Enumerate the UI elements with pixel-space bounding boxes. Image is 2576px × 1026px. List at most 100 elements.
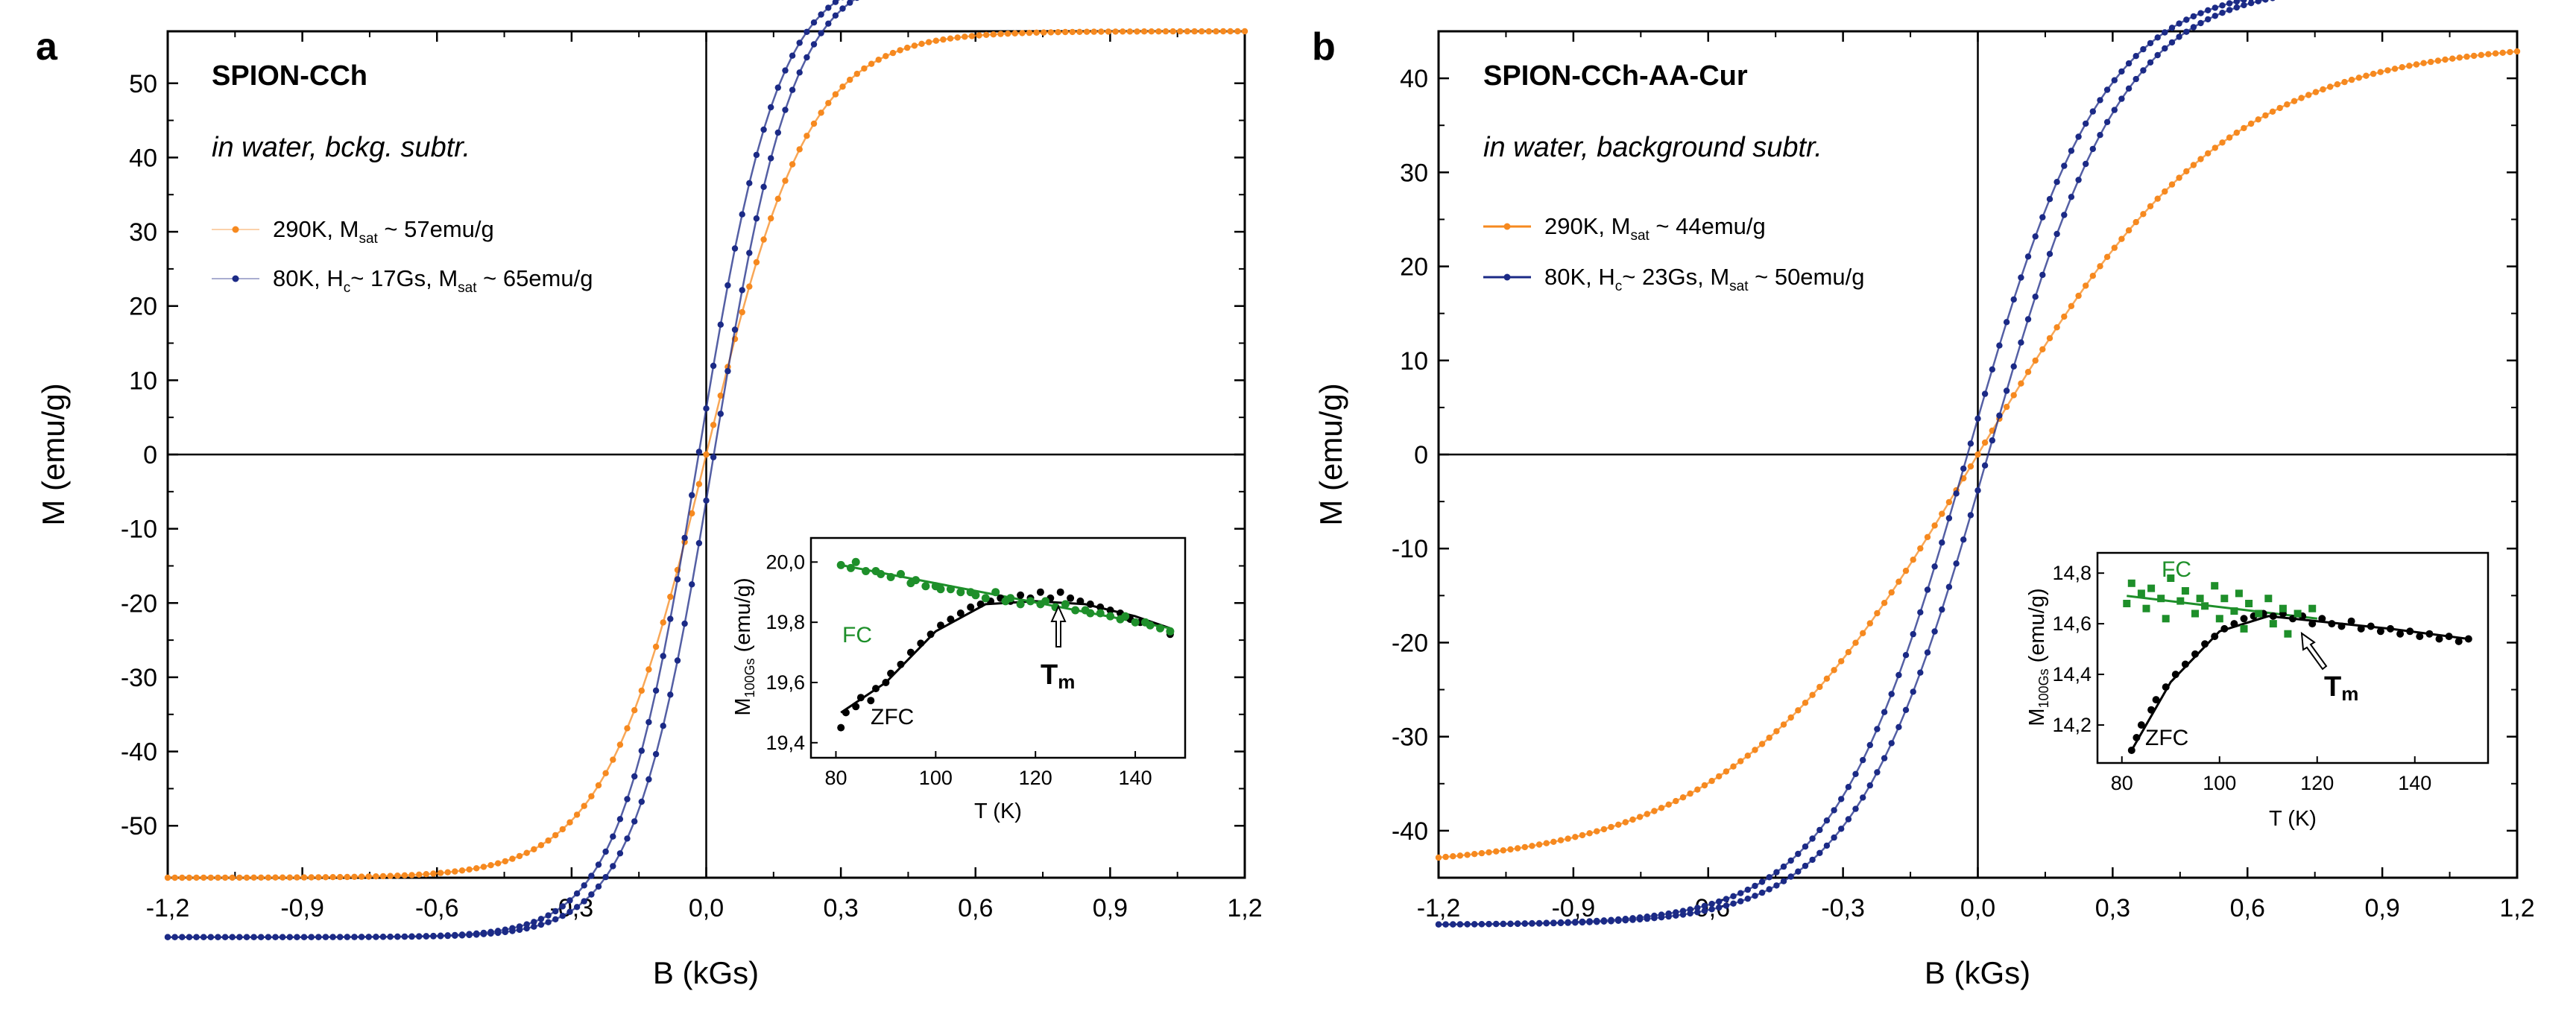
series-80K-point bbox=[645, 776, 652, 783]
series-80K-point bbox=[1435, 921, 1442, 928]
series-80K-point bbox=[2233, 4, 2240, 11]
series-80K-point bbox=[1838, 796, 1845, 802]
fc-point bbox=[897, 570, 905, 578]
zfc-point bbox=[947, 615, 955, 624]
series-80K-point bbox=[2255, 0, 2261, 4]
series-290K-point bbox=[2053, 324, 2060, 331]
series-80K-point bbox=[616, 850, 624, 857]
series-290K-point bbox=[1723, 768, 1730, 775]
series-290K-point bbox=[193, 874, 200, 881]
series-80K-point bbox=[1787, 873, 1794, 880]
inset-x-axis-title: T (K) bbox=[2269, 807, 2317, 831]
series-80K-point bbox=[674, 657, 681, 664]
series-80K-point bbox=[452, 931, 458, 939]
series-290K-point bbox=[883, 53, 889, 60]
fc-point bbox=[2201, 602, 2209, 610]
x-tick-label: 0,3 bbox=[823, 894, 858, 922]
fc-point bbox=[2127, 579, 2135, 587]
series-290K-point bbox=[2513, 48, 2521, 55]
series-290K-point bbox=[932, 37, 940, 44]
series-80K-point bbox=[2061, 212, 2068, 218]
inset-x-tick-label: 100 bbox=[919, 767, 953, 789]
fc-point bbox=[1166, 627, 1175, 636]
series-80K-point bbox=[753, 151, 760, 159]
series-290K-point bbox=[1816, 683, 1823, 691]
series-290K-point bbox=[1730, 763, 1737, 770]
series-290K-point bbox=[2449, 55, 2456, 62]
fc-label: FC bbox=[842, 623, 872, 647]
zfc-point bbox=[2425, 630, 2434, 638]
series-80K-point bbox=[760, 183, 767, 190]
series-80K-point bbox=[774, 129, 782, 136]
series-80K-point bbox=[516, 923, 523, 930]
series-80K-point bbox=[810, 19, 818, 26]
series-80K-point bbox=[1989, 366, 1995, 373]
series-290K-point bbox=[2434, 57, 2442, 64]
fc-point bbox=[946, 585, 955, 594]
series-80K-point bbox=[1974, 487, 1981, 494]
zfc-point bbox=[882, 679, 890, 686]
series-80K-point bbox=[1953, 490, 1960, 497]
series-290K-point bbox=[344, 873, 350, 881]
series-290K-point bbox=[1874, 609, 1881, 617]
fc-point bbox=[2279, 604, 2287, 612]
series-290K-point bbox=[207, 874, 214, 881]
series-290K-point bbox=[1442, 853, 1449, 861]
series-290K-point bbox=[2190, 162, 2197, 168]
series-80K-point bbox=[810, 41, 818, 48]
series-80K-point bbox=[660, 723, 666, 729]
series-80K-point bbox=[286, 934, 293, 940]
series-80K-point bbox=[2168, 25, 2176, 31]
series-80K-point bbox=[294, 934, 300, 940]
series-290K-point bbox=[1974, 451, 1981, 458]
series-80K-point bbox=[494, 928, 502, 934]
series-80K-point bbox=[1730, 893, 1737, 900]
series-80K-point bbox=[825, 20, 832, 27]
series-290K-point bbox=[2018, 380, 2024, 387]
inset-y-tick-label: 19,4 bbox=[765, 732, 805, 754]
series-290K-point bbox=[1535, 841, 1543, 848]
series-290K-point bbox=[1802, 700, 1809, 706]
series-290K-point bbox=[1881, 600, 1888, 607]
series-80K-point bbox=[2118, 95, 2125, 102]
series-290K-point bbox=[1594, 828, 1600, 835]
fc-point bbox=[1086, 609, 1095, 618]
series-80K-point bbox=[423, 933, 429, 940]
y-tick-label: 10 bbox=[129, 367, 157, 395]
fc-point bbox=[981, 594, 990, 603]
series-290K-point bbox=[531, 846, 537, 853]
fc-point bbox=[1026, 597, 1035, 606]
fc-point bbox=[991, 588, 1000, 597]
zfc-point bbox=[1036, 588, 1044, 596]
series-290K-point bbox=[2103, 253, 2111, 260]
series-80K-point bbox=[1521, 920, 1528, 927]
series-290K-point bbox=[401, 872, 408, 879]
series-80K-point bbox=[201, 934, 207, 940]
series-290K-point bbox=[2262, 112, 2269, 119]
series-80K-point bbox=[531, 923, 537, 930]
series-290K-point bbox=[286, 874, 293, 881]
fc-point bbox=[936, 585, 945, 594]
series-290K-point bbox=[221, 874, 229, 881]
series-290K-point bbox=[1737, 758, 1744, 764]
inset-y-tick-label: 14,2 bbox=[2052, 714, 2092, 736]
series-80K-point bbox=[796, 69, 803, 76]
series-290K-point bbox=[2284, 101, 2291, 108]
series-80K-point bbox=[373, 934, 379, 940]
zfc-point bbox=[2376, 627, 2384, 636]
series-80K-point bbox=[1931, 628, 1938, 635]
inset-content: 80 100 120 140 14,2 14,4 14,6 14,8 bbox=[2052, 562, 2472, 794]
chart-subtitle: in water, bckg. subtr. bbox=[212, 132, 470, 163]
series-80K-point bbox=[2154, 34, 2161, 41]
series-290K-point bbox=[1945, 498, 1953, 506]
series-290K-point bbox=[373, 873, 379, 880]
fc-point bbox=[2255, 609, 2263, 618]
series-290K-point bbox=[853, 70, 861, 77]
series-80K-point bbox=[2003, 387, 2010, 394]
series-290K-point bbox=[581, 802, 587, 809]
series-80K-point bbox=[2032, 294, 2039, 300]
fc-point bbox=[2191, 609, 2199, 618]
series-80K-point bbox=[300, 934, 308, 940]
fc-point bbox=[2215, 615, 2223, 623]
axis-ticks: -1,2 -0,9 -0,6 -0,3 0,0 0,3 0,6 0,9 1,2-40-30-20… bbox=[1392, 31, 2535, 922]
